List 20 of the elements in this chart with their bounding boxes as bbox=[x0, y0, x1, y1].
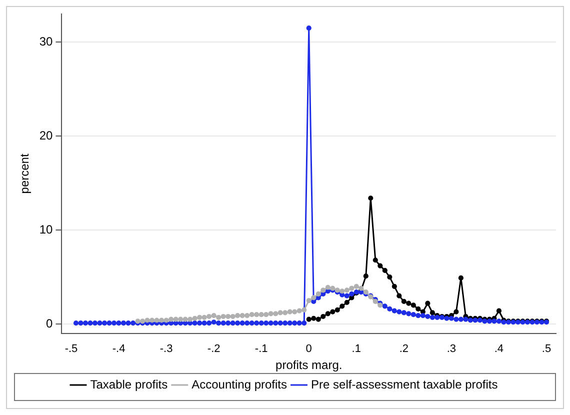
y-tick-label: 30 bbox=[39, 34, 54, 48]
x-tick-label: .1 bbox=[352, 343, 361, 356]
y-tick-label: 0 bbox=[46, 316, 54, 330]
y-tick-label: 10 bbox=[39, 222, 54, 236]
x-tick-label: -.1 bbox=[254, 343, 268, 356]
x-tick-label: -.4 bbox=[112, 343, 126, 356]
legend-label: Pre self-assessment taxable profits bbox=[311, 377, 498, 392]
x-tick-label: -.3 bbox=[160, 343, 173, 356]
legend-label: Accounting profits bbox=[192, 377, 288, 392]
y-tick-label: 20 bbox=[39, 128, 54, 142]
legend-label: Taxable profits bbox=[90, 377, 168, 392]
x-tick-label: .2 bbox=[399, 343, 409, 356]
x-tick-label: .5 bbox=[542, 343, 552, 356]
x-tick-label: .4 bbox=[494, 343, 504, 356]
y-axis-title: percent bbox=[18, 153, 32, 194]
x-tick-label: -.5 bbox=[64, 343, 78, 356]
x-tick-label: .3 bbox=[446, 343, 456, 356]
x-tick-label: 0 bbox=[306, 343, 312, 356]
x-tick-label: -.2 bbox=[207, 343, 220, 356]
x-axis-title: profits marg. bbox=[276, 358, 342, 372]
